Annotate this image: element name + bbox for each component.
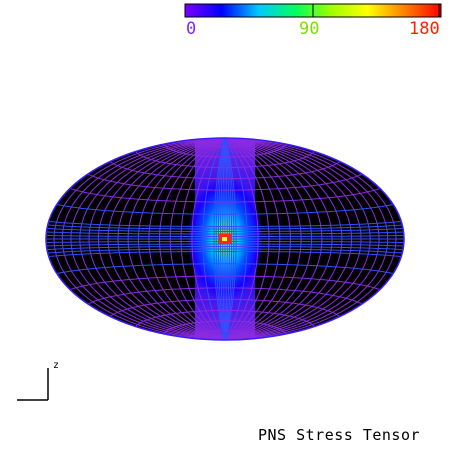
parallel-line [48,250,402,257]
parallel-line [46,227,404,232]
parallel-line [193,139,257,148]
parallel-line [109,298,341,317]
parallel-line [87,287,363,305]
parallel-line [56,204,394,215]
parallel-line [163,143,287,158]
caption: PNS Stress Tensor [258,426,421,444]
parallel-line [48,221,402,228]
parallel-line [47,224,403,230]
peak-center [222,237,227,241]
parallel-line [109,161,341,180]
parallel-line [193,330,257,339]
parallel-line [135,309,315,327]
parallel-line [87,173,363,191]
parallel-line [46,246,404,251]
colorbar-max-label: 180 [409,19,440,39]
parallel-line [69,188,381,203]
parallel-line [163,320,287,335]
parallel-line [135,151,315,169]
axis-indicator [17,368,49,401]
map-outline [45,137,405,341]
axis-label-z: z [53,360,60,371]
colorbar-mid-label: 90 [299,19,320,39]
colorbar-min-label: 0 [186,19,197,39]
map-grid [46,138,404,340]
parallel-line [56,263,394,274]
parallel-line [47,248,403,254]
parallel-line [69,275,381,290]
colorbar [184,3,442,18]
